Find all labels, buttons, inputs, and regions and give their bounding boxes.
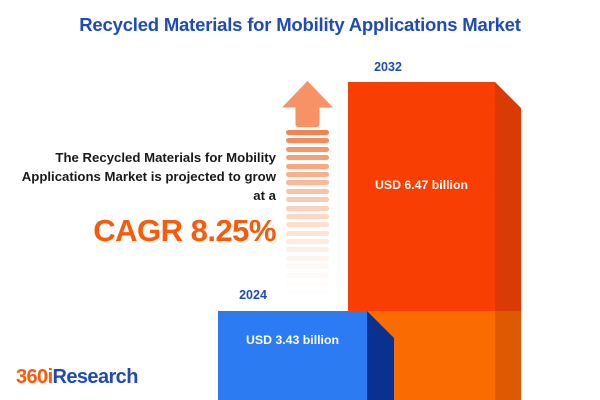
logo-text-i: i xyxy=(47,366,54,388)
arrow-segment xyxy=(286,138,329,144)
arrow-segment xyxy=(286,171,329,177)
bar-label-2032: 2032 xyxy=(374,60,402,74)
bar-2032-front-face xyxy=(348,82,495,311)
arrow-segment xyxy=(286,130,329,135)
brand-logo: 360iResearch xyxy=(16,366,138,389)
arrow-segment-stack xyxy=(286,130,329,295)
growth-arrow-graphic xyxy=(281,80,334,295)
arrow-segment xyxy=(286,230,329,236)
up-arrow-icon xyxy=(282,81,333,127)
arrow-segment xyxy=(286,289,329,295)
logo-text-360: 360 xyxy=(16,366,48,388)
bar-2032-side-face-lower xyxy=(495,311,521,400)
bar-2024: USD 3.43 billion xyxy=(218,311,394,400)
logo-text-research: Research xyxy=(52,366,139,388)
description-block: The Recycled Materials for Mobility Appl… xyxy=(14,148,277,248)
arrow-segment xyxy=(286,281,329,287)
bar-value-2024: USD 3.43 billion xyxy=(246,333,339,347)
arrow-segment xyxy=(286,239,329,245)
arrow-segment xyxy=(286,255,329,261)
cagr-value: CAGR 8.25% xyxy=(93,213,276,248)
description-text: The Recycled Materials for Mobility Appl… xyxy=(21,150,276,203)
arrow-segment xyxy=(286,197,329,203)
arrow-segment xyxy=(286,163,329,169)
arrow-segment xyxy=(286,247,329,253)
bar-value-2032: USD 6.47 billion xyxy=(375,178,468,192)
bar-label-2024: 2024 xyxy=(239,288,267,302)
arrow-segment xyxy=(286,264,329,270)
arrow-segment xyxy=(286,222,329,228)
arrow-segment xyxy=(286,155,329,161)
arrow-segment xyxy=(286,205,329,211)
bar-2024-side-face xyxy=(367,311,394,400)
page-title: Recycled Materials for Mobility Applicat… xyxy=(79,14,521,35)
arrow-segment xyxy=(286,188,329,194)
arrow-segment xyxy=(286,213,329,219)
arrow-segment xyxy=(286,272,329,278)
arrow-segment xyxy=(286,180,329,186)
arrow-segment xyxy=(286,146,329,152)
bar-2024-front-face xyxy=(218,311,367,400)
